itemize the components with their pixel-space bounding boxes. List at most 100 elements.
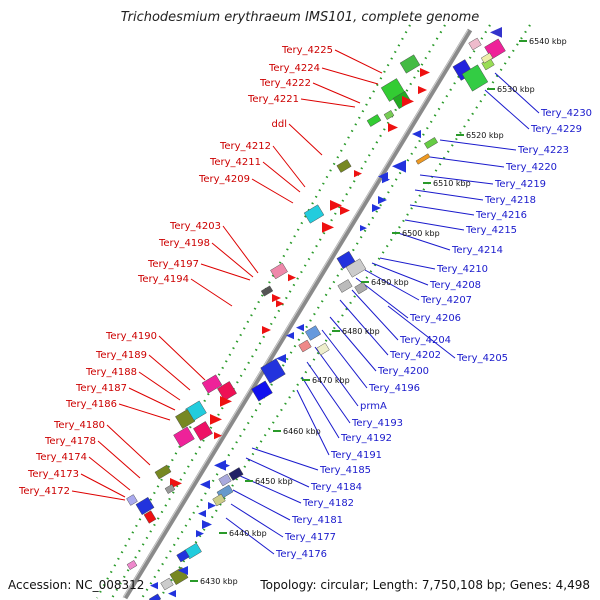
gene-box — [468, 37, 482, 51]
gene-box — [305, 325, 321, 341]
left-gene-label: Tery_4212 — [219, 141, 271, 152]
gene-arrow — [150, 582, 158, 590]
left-connector — [80, 473, 126, 498]
gene-box — [154, 464, 172, 480]
left-gene-label: Tery_4225 — [281, 45, 333, 56]
right-connector — [414, 189, 484, 201]
gene-arrow — [220, 396, 232, 407]
left-connector — [138, 371, 181, 401]
tick-label: 6480 kbp — [342, 327, 380, 336]
right-gene-label: Tery_4220 — [505, 162, 557, 173]
gene-box — [366, 114, 382, 127]
right-gene-label: Tery_4196 — [368, 383, 420, 394]
left-gene-label: Tery_4194 — [137, 274, 189, 285]
left-connector — [128, 387, 176, 411]
tick-label: 6510 kbp — [433, 179, 471, 188]
right-gene-label: Tery_4181 — [291, 515, 343, 526]
gene-arrow — [210, 414, 222, 425]
gene-box — [176, 549, 190, 563]
right-connector — [301, 376, 340, 439]
gene-box — [260, 285, 274, 297]
gene-box — [303, 204, 325, 224]
left-gene-label: Tery_4209 — [198, 174, 250, 185]
left-gene-label: Tery_4188 — [85, 367, 137, 378]
gene-arrow — [420, 68, 430, 77]
gene-box — [336, 159, 352, 173]
left-connector — [200, 263, 251, 281]
left-connector — [88, 456, 131, 491]
gene-arrow — [392, 160, 406, 173]
gene-box — [135, 496, 155, 516]
gene-features — [126, 27, 506, 600]
right-connector — [306, 361, 351, 424]
gene-box — [316, 342, 330, 356]
right-connector — [339, 299, 389, 356]
tick-label: 6460 kbp — [283, 427, 321, 436]
gene-arrow — [178, 566, 188, 575]
gene-box — [415, 153, 431, 165]
right-gene-label: Tery_4205 — [456, 353, 508, 364]
right-gene-label: Tery_4204 — [399, 335, 451, 346]
gene-arrow — [340, 206, 350, 215]
right-gene-label: Tery_4202 — [389, 350, 441, 361]
right-connector — [379, 257, 436, 270]
right-connector — [429, 156, 505, 168]
left-connector — [300, 98, 356, 108]
right-gene-label: Tery_4208 — [429, 280, 481, 291]
right-gene-labels: Tery_4230 Tery_4229 Tery_4223 Tery_4220 Tery… — [275, 108, 592, 560]
gene-box — [126, 494, 138, 506]
right-gene-label: Tery_4215 — [465, 225, 517, 236]
gene-arrow — [276, 354, 286, 363]
right-gene-label: Tery_4177 — [284, 532, 336, 543]
gene-arrow — [402, 96, 414, 107]
right-gene-label: Tery_4206 — [409, 313, 461, 324]
gene-box — [251, 380, 273, 402]
gene-box — [218, 473, 232, 487]
gene-arrow — [382, 176, 390, 184]
gene-arrow — [196, 530, 204, 538]
left-gene-label: Tery_4173 — [27, 469, 79, 480]
tick-label: 6530 kbp — [497, 85, 535, 94]
right-gene-label: Tery_4193 — [351, 418, 403, 429]
gene-box — [148, 593, 162, 600]
right-gene-label: Tery_4182 — [302, 498, 354, 509]
left-gene-label: Tery_4187 — [75, 383, 127, 394]
track-dots-inner-right — [141, 24, 491, 599]
gene-arrow — [202, 520, 212, 529]
gene-arrow — [418, 86, 427, 95]
left-connector — [222, 225, 259, 274]
left-gene-label: Tery_4211 — [209, 157, 261, 168]
left-gene-label: Tery_4189 — [95, 350, 147, 361]
left-gene-label: Tery_4203 — [169, 221, 221, 232]
gene-arrow — [360, 225, 367, 232]
right-connector — [321, 329, 368, 389]
right-connector — [387, 305, 456, 359]
gene-arrow — [490, 27, 502, 38]
right-gene-label: Tery_4207 — [420, 295, 472, 306]
right-connector — [225, 517, 275, 555]
left-gene-label: Tery_4172 — [18, 486, 70, 497]
gene-box — [212, 493, 226, 507]
map-title: Trichodesmium erythraeum IMS101, complet… — [120, 10, 480, 25]
gene-arrow — [222, 462, 230, 470]
left-gene-label: Tery_4186 — [65, 399, 117, 410]
right-gene-label: prmA — [360, 401, 387, 412]
gene-arrow — [272, 294, 281, 303]
gene-arrow — [214, 432, 222, 440]
right-connector — [329, 316, 377, 372]
right-connector — [494, 72, 540, 114]
right-connector — [484, 89, 530, 130]
right-connector — [314, 346, 359, 407]
tick-label: 6450 kbp — [255, 477, 293, 486]
right-gene-label: Tery_4210 — [436, 264, 488, 275]
tick-label: 6540 kbp — [529, 37, 567, 46]
tick-label: 6470 kbp — [312, 376, 350, 385]
right-gene-label: Tery_4230 — [540, 108, 592, 119]
tick-label: 6520 kbp — [466, 131, 504, 140]
topology-text: Topology: circular; Length: 7,750,108 bp… — [260, 578, 590, 592]
kbp-ticks: 6540 kbp 6530 kbp 6520 kbp 6510 kbp 6500 kbp… — [190, 37, 567, 586]
gene-box — [126, 560, 138, 570]
left-connector — [321, 67, 379, 85]
tick-label: 6500 kbp — [402, 229, 440, 238]
